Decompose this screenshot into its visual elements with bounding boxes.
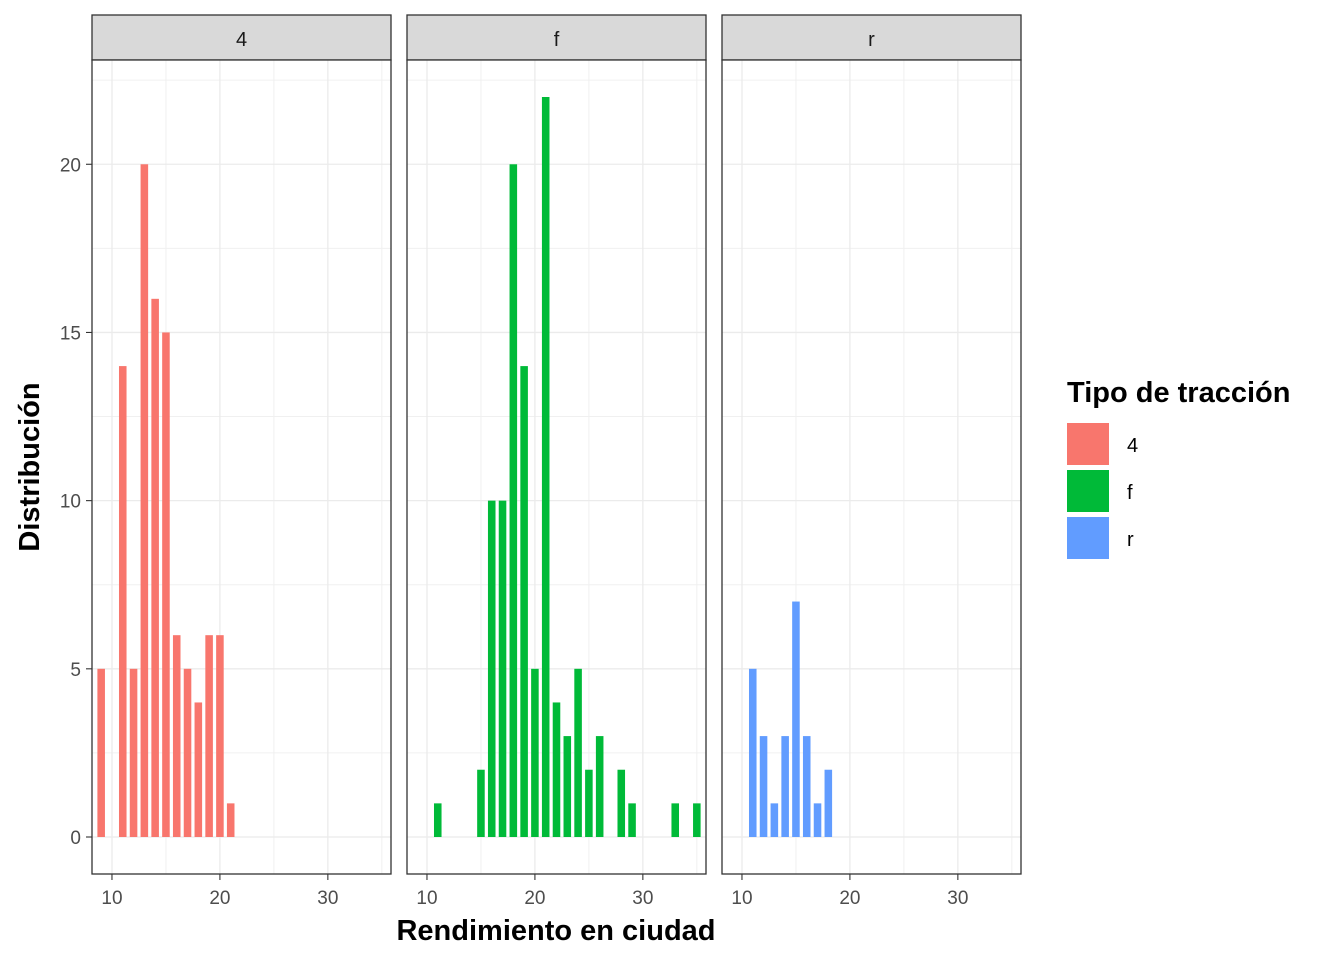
bar [487,500,496,837]
facet-strip-label: f [554,29,560,51]
panel-background [722,60,1021,874]
bar [97,668,105,837]
bar [574,668,582,837]
facet-strip [406,14,707,61]
facet-strip-label: 4 [236,29,247,51]
y-axis-title: Distribución [14,382,46,551]
panel-border [91,59,392,875]
bar [628,803,636,837]
bar [759,736,768,837]
bar [813,803,822,837]
bar [563,736,572,837]
bar [140,164,149,838]
y-tick-label: 10 [60,492,81,513]
bar [552,702,561,837]
facet-panel-f: f 10 20 30 [406,14,707,909]
bar [802,736,811,837]
bar [671,803,680,837]
bar [194,702,203,837]
x-tick-label: 30 [317,888,338,909]
bar [151,298,159,837]
bar [770,803,779,837]
facet-strip [721,14,1022,61]
bar [531,668,539,837]
bar [433,803,442,837]
bar [216,635,224,837]
bar [129,668,138,837]
facet-strip [91,14,392,61]
bar [520,366,528,837]
y-tick-label: 0 [70,828,81,849]
x-tick-label: 30 [632,888,653,909]
y-axis: 0 5 10 15 20 [60,155,92,849]
bar [226,803,235,837]
bar [824,769,833,837]
bar [781,736,789,837]
y-tick-label: 20 [60,155,81,176]
x-tick-label: 30 [947,888,968,909]
bar [205,635,213,837]
bar [118,366,127,837]
facet-strip-label: r [868,29,875,51]
facet-panel-r: r 10 20 30 [721,14,1022,909]
bar [477,769,485,837]
bar [498,500,507,837]
legend-key [1067,470,1109,512]
legend-key [1067,517,1109,559]
x-tick-label: 10 [416,888,437,909]
x-tick-label: 20 [524,888,545,909]
bar [509,164,518,838]
bar [183,668,192,837]
x-tick-label: 10 [101,888,122,909]
bar [693,803,701,837]
legend-label: f [1127,482,1133,504]
legend: Tipo de tracción 4 f r [1067,377,1290,559]
bar [595,736,604,837]
x-tick-label: 20 [839,888,860,909]
bar [172,635,181,837]
y-tick-label: 15 [60,323,81,344]
x-tick-label: 10 [731,888,752,909]
bar [617,769,626,837]
x-tick-label: 20 [209,888,230,909]
legend-label: 4 [1127,435,1138,457]
legend-key [1067,423,1109,465]
bar [748,668,757,837]
panel-border [721,59,1022,875]
bar [792,601,800,837]
legend-title: Tipo de tracción [1067,377,1290,409]
panel-border [406,59,707,875]
y-tick-label: 5 [70,660,81,681]
x-axis-title: Rendimiento en ciudad [396,915,715,947]
bar [541,97,550,837]
bar [162,332,170,837]
facet-panels: 4 10 20 30 f 10 20 30 r 10 20 30 [91,14,1022,909]
bar [585,769,593,837]
legend-label: r [1127,529,1134,551]
facet-panel-4: 4 10 20 30 [91,14,392,909]
